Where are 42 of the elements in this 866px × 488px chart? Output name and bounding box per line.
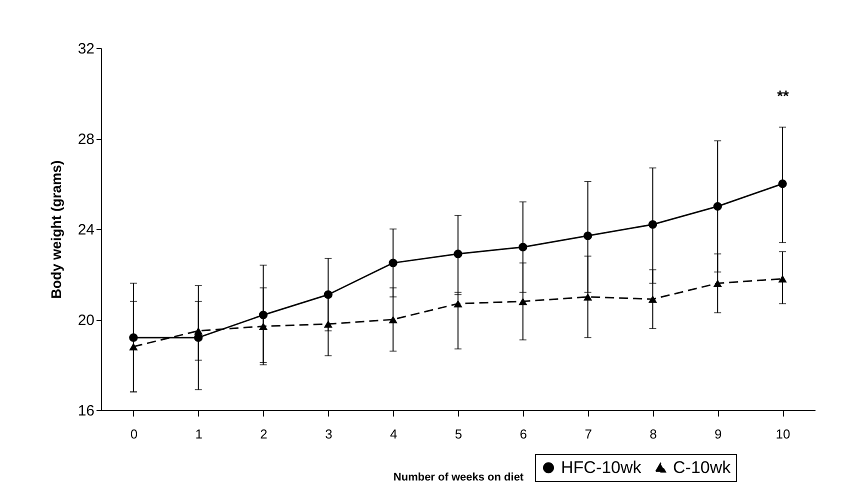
point — [454, 300, 462, 308]
point — [583, 231, 592, 240]
x-tick-label: 2 — [260, 426, 268, 442]
point — [713, 280, 722, 288]
x-tick-label: 4 — [390, 426, 398, 442]
point — [258, 310, 268, 320]
point — [778, 275, 787, 283]
legend-label: C-10wk — [673, 458, 732, 477]
point — [129, 342, 138, 350]
point — [778, 179, 787, 188]
x-tick-label: 8 — [650, 426, 657, 442]
point — [583, 293, 592, 301]
point — [454, 250, 462, 258]
y-tick-label: 20 — [78, 312, 94, 329]
x-tick-label: 10 — [776, 426, 790, 442]
y-tick-label: 28 — [78, 131, 94, 148]
point — [518, 298, 528, 306]
legend-label: HFC-10wk — [561, 458, 642, 477]
point — [713, 202, 722, 211]
point — [648, 220, 658, 229]
point — [388, 316, 398, 324]
point — [388, 258, 398, 268]
point — [129, 333, 138, 342]
point — [648, 295, 658, 303]
x-tick-label: 7 — [584, 426, 592, 442]
x-tick-label: 6 — [520, 426, 528, 442]
point — [324, 320, 333, 328]
x-axis-title: Number of weeks on diet — [393, 472, 524, 484]
point — [518, 242, 528, 252]
x-tick-label: 3 — [325, 426, 332, 442]
x-tick-label: 9 — [714, 426, 722, 442]
y-tick-label: 24 — [78, 222, 94, 238]
annotation: ** — [777, 88, 789, 105]
y-tick-label: 32 — [78, 40, 94, 58]
x-tick-label: 5 — [454, 426, 462, 442]
x-tick-label: 0 — [130, 426, 138, 442]
x-tick-label: 1 — [195, 426, 202, 442]
point — [324, 290, 333, 299]
y-axis-title: Body weight (grams) — [48, 160, 64, 299]
y-tick-label: 16 — [78, 402, 94, 420]
point — [258, 322, 268, 330]
point — [194, 327, 203, 335]
